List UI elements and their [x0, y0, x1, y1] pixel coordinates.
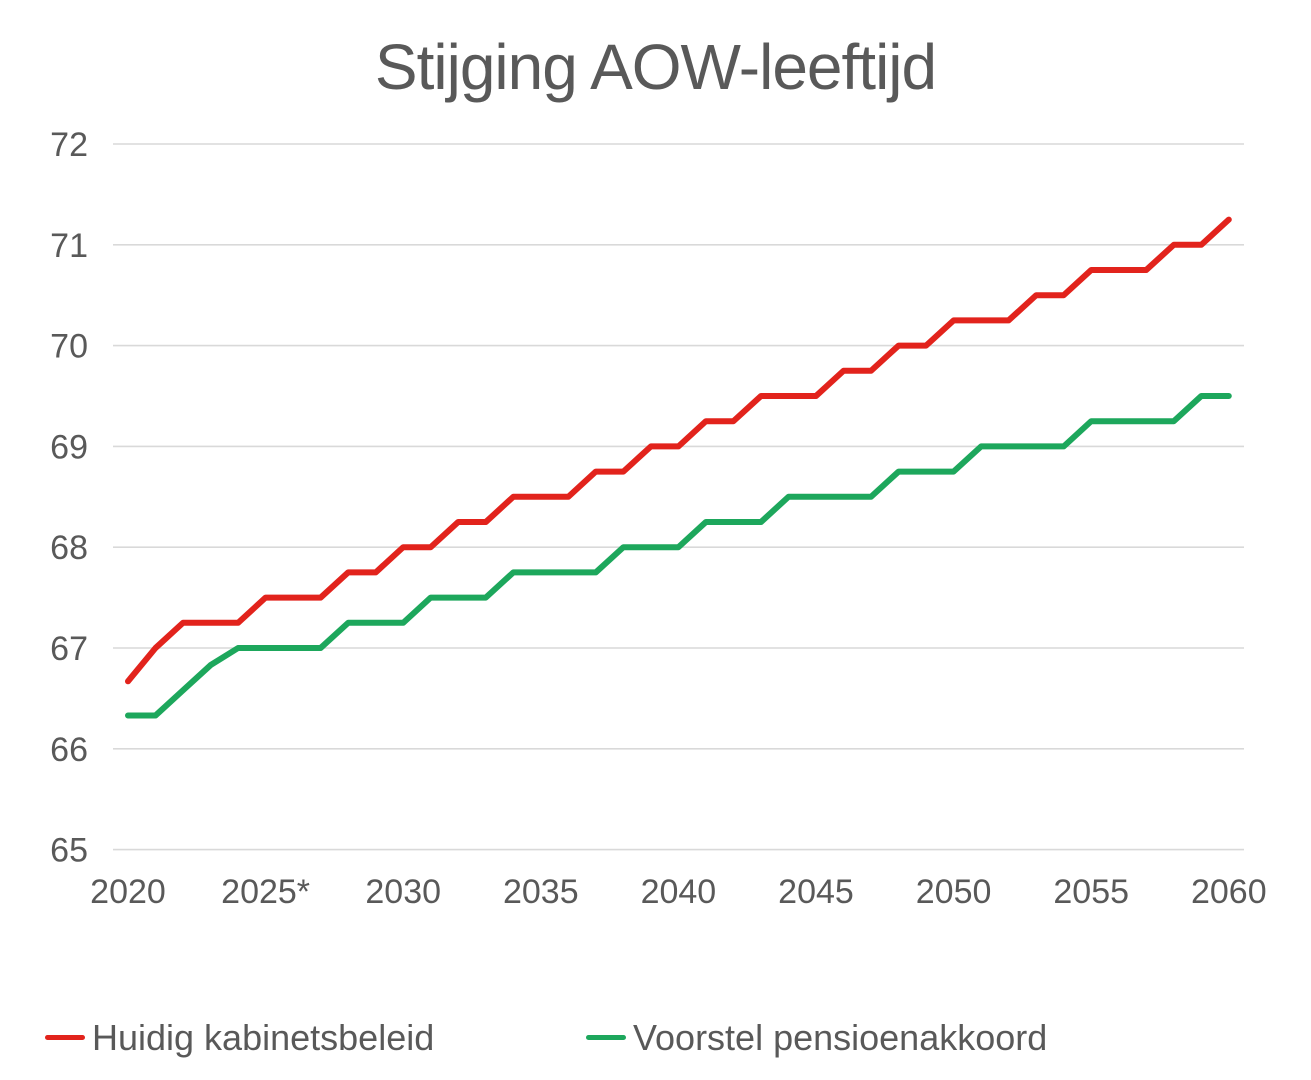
legend-label: Huidig kabinetsbeleid	[92, 1017, 435, 1058]
x-tick-label: 2030	[365, 873, 441, 911]
x-tick-label: 2050	[916, 873, 992, 911]
x-tick-label: 2020	[90, 873, 166, 911]
series-lines	[125, 216, 1232, 719]
legend-swatch-green-line	[586, 1035, 626, 1041]
y-tick-label: 69	[50, 428, 88, 466]
series-line-huidig-kabinetsbeleid	[125, 216, 1232, 685]
x-tick-label: 2045	[778, 873, 854, 911]
y-tick-label: 67	[50, 630, 88, 668]
y-axis-tick-labels: 72 71 70 69 68 67 66 65	[50, 126, 88, 870]
x-tick-label: 2060	[1191, 873, 1267, 911]
legend-item-voorstel-pensioenakkoord: Voorstel pensioenakkoord	[586, 1016, 1047, 1059]
legend-item-huidig-kabinetsbeleid: Huidig kabinetsbeleid	[45, 1016, 434, 1059]
gridlines	[113, 143, 1244, 851]
legend-label: Voorstel pensioenakkoord	[633, 1017, 1048, 1058]
x-tick-label: 2040	[641, 873, 717, 911]
y-tick-label: 66	[50, 731, 88, 769]
y-tick-label: 68	[50, 529, 88, 567]
x-tick-label: 2025*	[221, 873, 310, 911]
legend-swatch-red-line	[45, 1035, 85, 1041]
x-tick-label: 2035	[503, 873, 579, 911]
y-tick-label: 71	[50, 227, 88, 265]
y-tick-label: 72	[50, 126, 88, 164]
x-tick-label: 2055	[1053, 873, 1129, 911]
series-line-voorstel-pensioenakkoord	[125, 393, 1232, 719]
y-tick-label: 65	[50, 832, 88, 870]
y-tick-label: 70	[50, 328, 88, 366]
x-axis-tick-labels: 2020 2025* 2030 2035 2040 2045 2050 2055 2060	[90, 873, 1266, 911]
chart-title: Stijging AOW-leeftijd	[374, 31, 937, 103]
